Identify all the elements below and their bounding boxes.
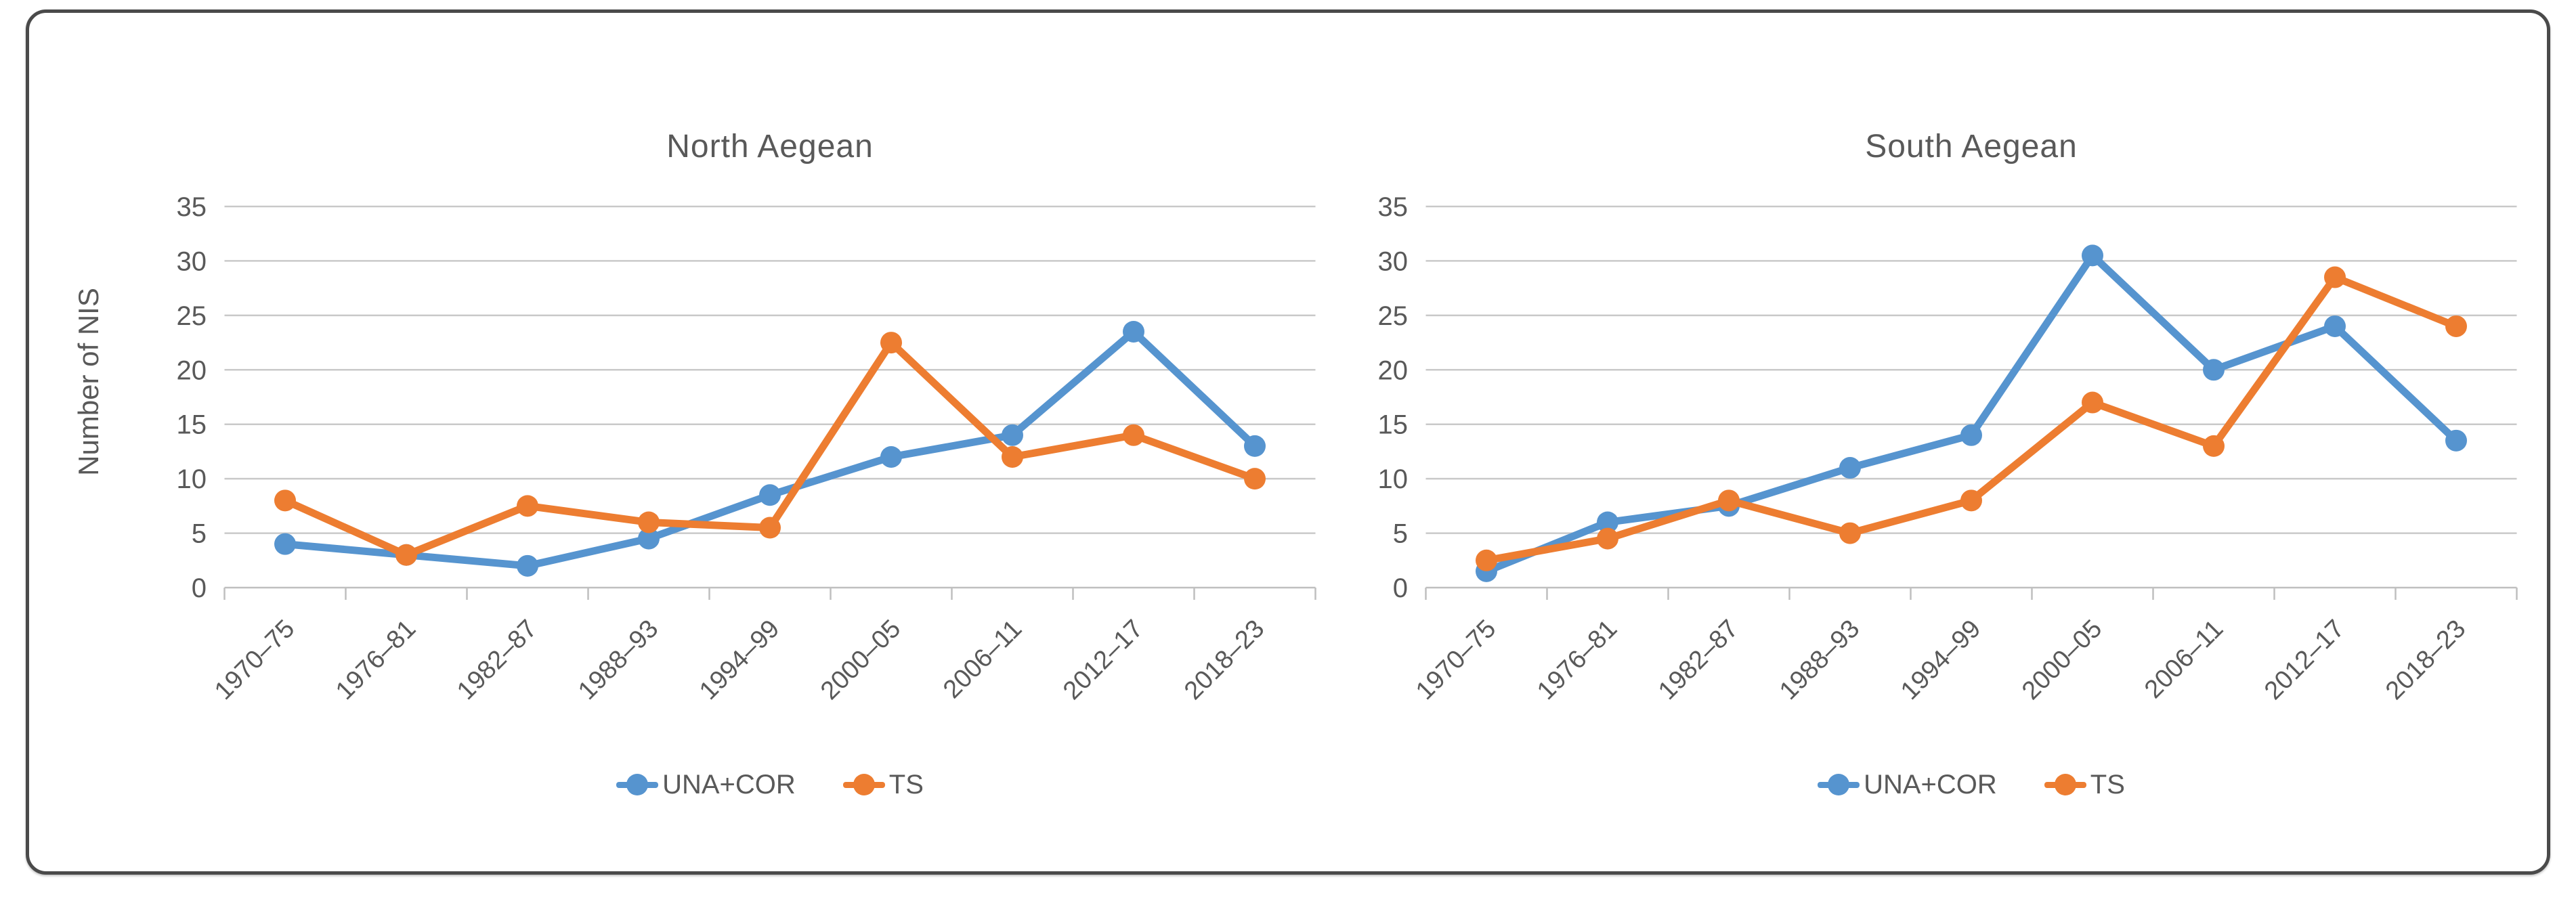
svg-text:2018–23: 2018–23: [1179, 615, 1270, 705]
legend-item-ts: TS: [842, 769, 924, 800]
chart-title-south-aegean: South Aegean: [1865, 129, 2078, 165]
una-cor-marker-icon: [1818, 773, 1860, 796]
svg-text:1970–75: 1970–75: [209, 615, 300, 705]
svg-text:2006–11: 2006–11: [2139, 615, 2229, 704]
svg-text:1982–87: 1982–87: [452, 615, 542, 705]
svg-text:1976–81: 1976–81: [330, 615, 421, 705]
svg-text:5: 5: [192, 519, 207, 549]
figure-frame: Number of NIS North Aegean 35 30 25 20 15 10 5…: [26, 9, 2550, 875]
svg-text:0: 0: [192, 573, 207, 603]
legend-label-una-cor: UNA+COR: [662, 769, 796, 800]
svg-text:1988–93: 1988–93: [573, 615, 664, 705]
svg-text:1970–75: 1970–75: [1411, 615, 1501, 705]
svg-text:15: 15: [1378, 410, 1409, 440]
chart-panel-south-aegean: South Aegean 35 30 25 20 15 10 5 0 1970–75 1976–8…: [1294, 13, 2531, 897]
ts-marker-icon: [842, 773, 885, 796]
svg-text:30: 30: [177, 246, 207, 276]
svg-text:30: 30: [1378, 246, 1409, 276]
svg-text:1976–81: 1976–81: [1532, 615, 1623, 705]
svg-text:20: 20: [1378, 355, 1409, 385]
legend-south: UNA+COR TS: [1425, 758, 2517, 812]
legend-label-ts: TS: [2090, 769, 2125, 800]
svg-text:2000–05: 2000–05: [815, 615, 906, 705]
svg-text:2012–17: 2012–17: [2259, 615, 2350, 705]
una-cor-marker-icon: [616, 773, 659, 796]
chart-panel-north-aegean: North Aegean 35 30 25 20 15 10 5 0 1970–75 1976–8…: [93, 13, 1329, 897]
legend-item-una-cor: UNA+COR: [616, 770, 796, 800]
chart-title-north-aegean: North Aegean: [666, 129, 874, 165]
svg-text:0: 0: [1393, 573, 1408, 603]
svg-text:2018–23: 2018–23: [2380, 615, 2471, 705]
svg-text:35: 35: [177, 192, 207, 222]
svg-text:2006–11: 2006–11: [938, 615, 1027, 704]
svg-text:1994–99: 1994–99: [694, 615, 785, 705]
legend-label-una-cor: UNA+COR: [1864, 769, 1997, 800]
svg-text:10: 10: [177, 464, 207, 494]
svg-text:25: 25: [177, 301, 207, 331]
svg-text:2000–05: 2000–05: [2017, 615, 2107, 705]
svg-text:2012–17: 2012–17: [1058, 615, 1149, 705]
svg-text:1988–93: 1988–93: [1774, 615, 1865, 705]
legend-item-una-cor: UNA+COR: [1818, 770, 1997, 800]
svg-text:1994–99: 1994–99: [1895, 615, 1986, 705]
svg-text:1982–87: 1982–87: [1653, 615, 1744, 705]
ts-marker-icon: [2044, 773, 2086, 796]
svg-text:20: 20: [177, 355, 207, 385]
svg-text:5: 5: [1393, 519, 1408, 549]
svg-text:35: 35: [1378, 192, 1409, 222]
legend-item-ts: TS: [2044, 770, 2125, 800]
legend-label-ts: TS: [888, 769, 924, 800]
svg-text:25: 25: [1378, 301, 1409, 331]
legend-north: UNA+COR TS: [224, 758, 1316, 812]
svg-text:15: 15: [177, 410, 207, 440]
svg-text:10: 10: [1378, 464, 1409, 494]
